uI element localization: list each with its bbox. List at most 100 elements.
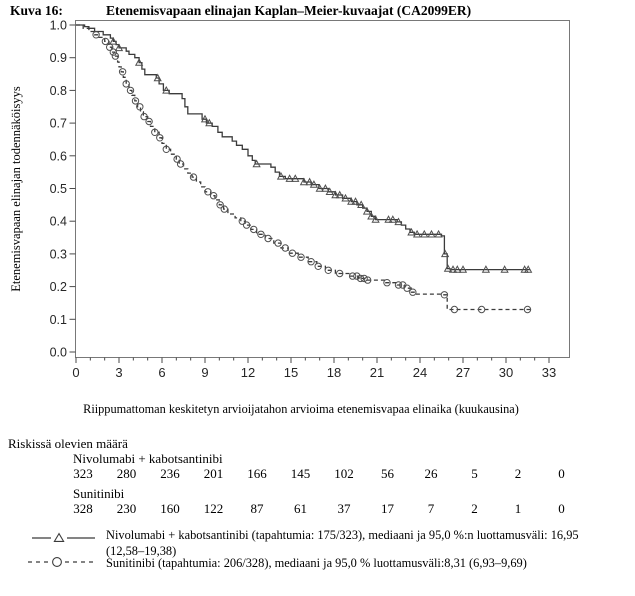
risk-count: 0 [558,501,565,516]
censor-marker-circle [111,52,120,60]
risk-count: 61 [294,501,307,516]
censor-marker-triangle [357,200,366,208]
x-tick-label: 3 [115,365,122,380]
censor-marker-triangle [458,265,468,273]
x-tick-label: 18 [327,365,341,380]
x-tick-label: 30 [499,365,513,380]
x-tick-label: 24 [413,365,427,380]
censor-marker-circle [204,188,212,196]
censor-marker-circle [409,288,417,296]
censor-marker-circle [242,221,251,229]
risk-count: 166 [247,466,267,481]
censor-marker-circle [324,266,332,274]
censor-marker-triangle [162,85,171,94]
censor-marker-circle [131,97,140,105]
x-tick-label: 21 [370,365,384,380]
censor-marker-circle [356,274,365,283]
risk-count: 17 [381,501,394,516]
legend-symbol-dashed-circle-icon [28,557,93,567]
censor-marker-triangle [384,215,393,223]
censor-marker-circle [92,31,100,39]
censor-marker-triangle [114,43,124,52]
y-tick-label: 0.4 [50,215,67,229]
risk-group-label-nivolumabi: Nivolumabi + kabotsantinibi [73,451,223,466]
censor-marker-triangle [500,265,509,273]
censor-marker-circle [348,272,357,280]
risk-counts-row-nivolumabi: 323 280 236 201 166 145 102 56 26 5 2 0 [0,466,635,481]
risk-count: 1 [514,501,522,516]
censor-marker-circle [140,112,148,121]
censor-marker-triangle [109,36,118,45]
curve-nivolumabi [76,24,531,271]
censor-marker-circle [383,279,391,287]
censor-marker-circle [118,68,127,76]
risk-count: 37 [337,501,351,516]
censor-marker-circle [297,253,305,261]
censor-marker-circle [353,272,361,280]
risk-count: 87 [250,501,264,516]
censor-marker-circle [109,48,118,56]
censor-marker-triangle [285,174,294,182]
censor-marker-triangle [440,249,450,258]
censor-marker-triangle [362,206,372,215]
curve-sunitinibi [76,24,531,311]
censor-marker-circle [336,269,344,278]
legend-item-nivolumabi-ci: (12,58–19,38) [106,544,177,558]
censor-marker-triangle [305,177,314,186]
censor-marker-triangle [309,180,319,188]
censor-marker-circle [364,276,372,284]
risk-count: 5 [471,466,478,481]
censor-marker-triangle [153,73,162,82]
risk-count: 0 [558,466,565,481]
censor-marker-circle [360,274,368,283]
censor-marker-triangle [299,177,309,186]
censor-marker-triangle [427,229,436,238]
x-tick-label: 27 [456,365,470,380]
legend-item-nivolumabi-text: Nivolumabi + kabotsantinibi (tapahtumia:… [106,528,579,542]
censor-marker-circle [250,225,258,234]
censor-marker-circle [220,205,229,213]
censor-marker-triangle [347,197,356,205]
censor-marker-circle [136,103,144,111]
y-tick-label: 0.7 [50,117,67,131]
risk-table-title: Riskissä olevien määrä [8,436,128,451]
censor-marker-triangle [407,227,416,236]
censor-marker-triangle [252,159,261,168]
censor-marker-circle [257,230,265,239]
figure-label: Kuva 16: [10,3,63,18]
censor-marker-triangle [325,187,334,195]
risk-count: 122 [203,501,224,516]
censor-marker-circle [274,239,282,247]
risk-count: 328 [73,501,93,516]
censor-marker-triangle [331,190,340,199]
risk-counts-row-sunitinibi: 328 230 160 122 87 61 37 17 7 2 1 0 [0,501,635,516]
y-tick-label: 1.0 [50,19,67,33]
censor-marker-triangle [453,265,462,273]
x-tick-label: 12 [241,365,255,380]
y-axis-title: Etenemisvapaan elinajan todennäköisyys [9,86,23,292]
risk-count: 102 [334,466,354,481]
censor-marker-circle [101,37,110,46]
censor-marker-circle [209,192,218,200]
y-tick-label: 0.6 [50,149,67,163]
censor-marker-triangle [351,197,360,205]
censor-marker-triangle [412,229,422,238]
censor-marker-circle [238,217,247,225]
y-tick-label: 0.3 [50,247,67,261]
censor-marker-circle [122,80,130,88]
censor-marker-circle [281,244,289,252]
y-tick-label: 0.5 [50,182,67,196]
censor-marker-circle [307,258,315,266]
risk-count: 236 [160,466,180,481]
censor-marker-circle [394,281,403,289]
censor-marker-triangle [394,217,403,226]
censor-marker-circle [264,234,272,243]
censor-marker-triangle [341,193,350,202]
x-tick-label: 33 [542,365,556,380]
censor-marker-triangle [200,114,210,123]
risk-count: 7 [427,501,435,516]
censor-marker-circle [450,305,459,314]
censor-marker-circle [440,291,449,299]
x-tick-label: 15 [284,365,298,380]
